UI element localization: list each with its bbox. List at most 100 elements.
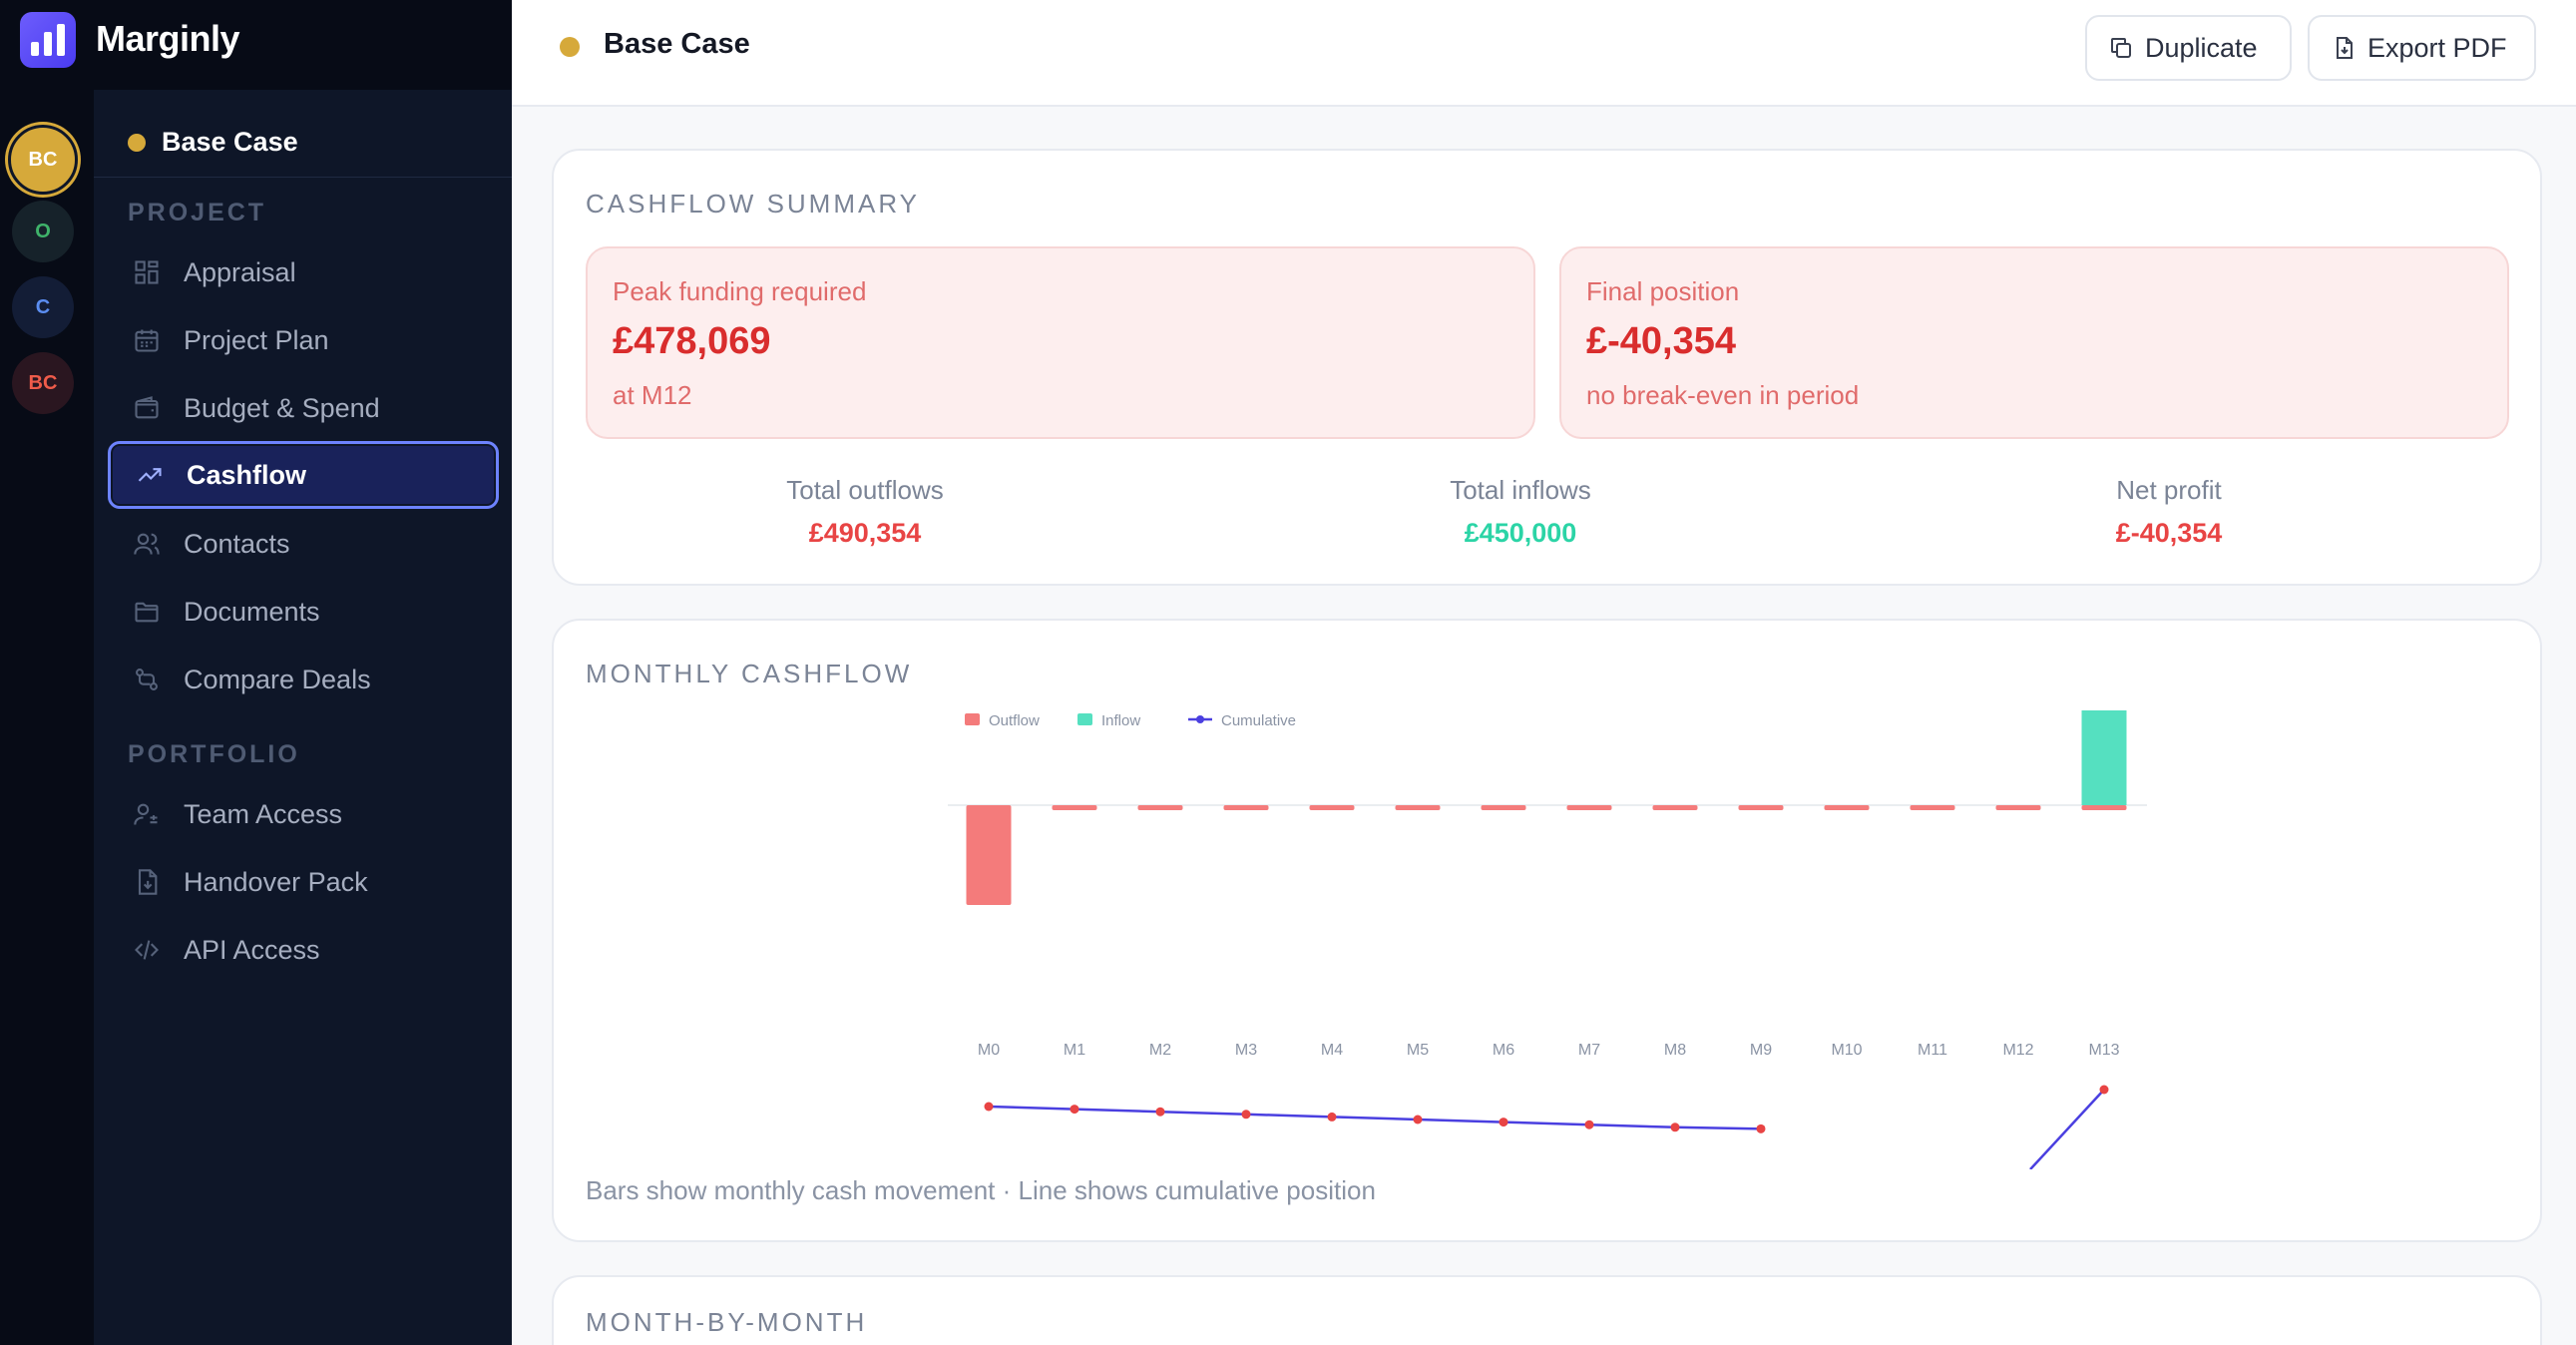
x-tick-label: M10 xyxy=(1831,1042,1862,1059)
x-tick-label: M4 xyxy=(1321,1042,1343,1059)
duplicate-label: Duplicate xyxy=(2145,32,2258,63)
outflow-bar xyxy=(1137,805,1183,810)
sidebar-item-label: Contacts xyxy=(184,528,290,559)
card-title: MONTHLY CASHFLOW xyxy=(586,659,913,688)
x-tick-label: M3 xyxy=(1235,1042,1257,1059)
legend-label-2: Cumulative xyxy=(1221,712,1296,729)
sidebar-item-label: API Access xyxy=(184,934,320,965)
sidebar-item-budget[interactable]: Budget & Spend xyxy=(108,374,499,442)
outflow-bar xyxy=(1910,805,1955,810)
status-dot xyxy=(560,37,580,57)
month-by-month-card: MONTH-BY-MONTH xyxy=(552,1275,2542,1345)
page-header: Base Case Duplicate Export PDF xyxy=(512,0,2576,107)
duplicate-button[interactable]: Duplicate xyxy=(2085,15,2292,81)
status-dot xyxy=(128,133,146,152)
sidebar-item-label: Project Plan xyxy=(184,324,329,355)
cumulative-point xyxy=(1241,1110,1251,1120)
sidebar-deal-name: Base Case xyxy=(162,127,298,157)
outflow-bar xyxy=(1052,805,1097,810)
export-pdf-button[interactable]: Export PDF xyxy=(2308,15,2536,81)
sidebar-item-appraisal[interactable]: Appraisal xyxy=(108,238,499,306)
cashflow-summary-card: CASHFLOW SUMMARY Peak funding required £… xyxy=(552,149,2542,586)
deal-avatar-o[interactable]: O xyxy=(12,201,74,262)
sidebar-item-compare-deals[interactable]: Compare Deals xyxy=(108,646,499,713)
deal-avatar-c[interactable]: C xyxy=(12,276,74,338)
section-title-portfolio: PORTFOLIO xyxy=(128,740,300,768)
sidebar-item-cashflow[interactable]: Cashflow xyxy=(108,441,499,509)
outflow-bar xyxy=(1995,805,2041,810)
cumulative-point xyxy=(1499,1118,1508,1127)
deal-avatar-bc[interactable]: BC xyxy=(12,352,74,414)
x-tick-label: M8 xyxy=(1664,1042,1686,1059)
legend-swatch-0 xyxy=(965,713,980,725)
sidebar-item-label: Budget & Spend xyxy=(184,392,380,423)
total-outflows-label: Total outflows xyxy=(786,475,944,505)
sidebar xyxy=(94,90,512,1345)
x-tick-label: M12 xyxy=(2002,1042,2033,1059)
outflow-bar xyxy=(2081,805,2127,810)
outflow-bar xyxy=(1824,805,1870,810)
cashflow-chart-svg: Outflow Inflow Cumulative M0 M1 M2 M3 M4 M5 M6 M7 M… xyxy=(948,710,2147,1169)
grid-icon xyxy=(132,257,162,287)
peak-funding-sub: at M12 xyxy=(613,380,692,410)
net-profit-label: Net profit xyxy=(2116,475,2222,505)
brand-bar: Marginly xyxy=(0,0,512,90)
sidebar-deal-header[interactable]: Base Case xyxy=(94,108,512,178)
outflow-bar xyxy=(1309,805,1355,810)
cumulative-point xyxy=(1756,1123,1766,1133)
outflow-bar xyxy=(1481,805,1526,810)
net-profit: Net profit £-40,354 xyxy=(1969,475,2368,549)
page-title: Base Case xyxy=(604,28,750,60)
x-tick-label: M9 xyxy=(1750,1042,1772,1059)
peak-funding-value: £478,069 xyxy=(613,320,771,362)
wallet-icon xyxy=(132,393,162,423)
monthly-cashflow-card: MONTHLY CASHFLOW Outflow Inflow Cumulative… xyxy=(552,619,2542,1242)
copy-icon xyxy=(2111,38,2131,58)
cumulative-point xyxy=(1413,1115,1423,1124)
card-title: CASHFLOW SUMMARY xyxy=(586,189,920,219)
calendar-icon xyxy=(132,325,162,355)
legend-label-1: Inflow xyxy=(1101,712,1140,729)
x-tick-label: M0 xyxy=(978,1042,1000,1059)
bar-chart-logo-icon xyxy=(20,12,76,68)
outflow-bar xyxy=(1652,805,1698,810)
cumulative-point xyxy=(1584,1120,1594,1129)
outflow-bar xyxy=(966,805,1012,905)
sidebar-item-label: Documents xyxy=(184,596,320,627)
x-tick-label: M11 xyxy=(1918,1042,1947,1059)
inflow-bar xyxy=(2081,710,2127,805)
total-outflows-value: £490,354 xyxy=(808,518,922,548)
folder-icon xyxy=(132,597,162,627)
sidebar-item-team-access[interactable]: Team Access xyxy=(108,780,499,848)
deal-avatar-base-case[interactable]: BC xyxy=(8,125,78,195)
chart-caption: Bars show monthly cash movement · Line s… xyxy=(586,1175,1376,1205)
legend-swatch-1 xyxy=(1077,713,1092,725)
total-inflows-value: £450,000 xyxy=(1464,518,1577,548)
code-icon xyxy=(132,935,162,965)
outflow-bar xyxy=(1223,805,1269,810)
sidebar-item-project-plan[interactable]: Project Plan xyxy=(108,306,499,374)
sidebar-item-label: Handover Pack xyxy=(184,866,368,897)
users-icon xyxy=(132,529,162,559)
cumulative-point xyxy=(1670,1122,1680,1132)
legend-marker-2 xyxy=(1196,715,1204,723)
net-profit-value: £-40,354 xyxy=(2115,518,2223,548)
sidebar-item-contacts[interactable]: Contacts xyxy=(108,510,499,578)
x-tick-label: M7 xyxy=(1578,1042,1600,1059)
peak-funding-box: Peak funding required £478,069 at M12 xyxy=(586,246,1535,439)
section-title-project: PROJECT xyxy=(128,199,267,226)
file-download-icon xyxy=(132,867,162,897)
final-position-sub: no break-even in period xyxy=(1586,380,1860,410)
user-key-icon xyxy=(132,799,162,829)
sidebar-item-documents[interactable]: Documents xyxy=(108,578,499,646)
sidebar-item-label: Compare Deals xyxy=(184,664,371,694)
sidebar-item-api-access[interactable]: API Access xyxy=(108,916,499,984)
outflow-bar xyxy=(1395,805,1441,810)
file-download-icon xyxy=(2337,37,2353,59)
final-position-box: Final position £-40,354 no break-even in… xyxy=(1559,246,2509,439)
peak-funding-label: Peak funding required xyxy=(613,276,867,306)
cumulative-point xyxy=(1070,1105,1079,1115)
cashflow-chart: Outflow Inflow Cumulative M0 M1 M2 M3 M4 M5 M6 M7 M… xyxy=(554,710,2544,1169)
sidebar-item-handover-pack[interactable]: Handover Pack xyxy=(108,848,499,916)
final-position-label: Final position xyxy=(1586,276,1740,306)
